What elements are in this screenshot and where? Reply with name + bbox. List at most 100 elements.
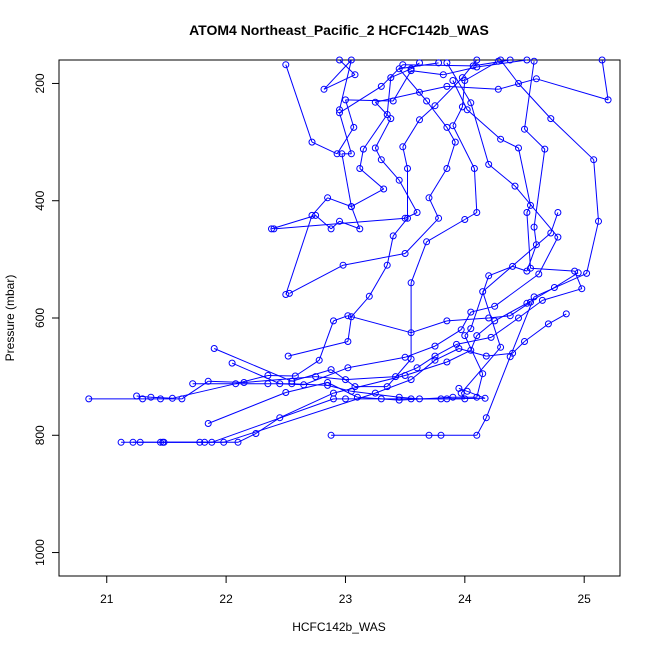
- x-tick-label: 21: [100, 592, 114, 606]
- series-12: [285, 59, 459, 297]
- series-segment: [291, 383, 328, 386]
- data-point: [538, 296, 546, 304]
- series-segment: [285, 64, 313, 143]
- data-point: [449, 77, 457, 84]
- y-axis-label: Pressure (mbar): [3, 275, 17, 362]
- data-point: [523, 209, 531, 216]
- data-point: [458, 103, 466, 111]
- data-point: [425, 431, 433, 439]
- series-segment: [434, 329, 462, 347]
- data-point: [479, 370, 487, 378]
- data-point: [578, 285, 586, 293]
- series-segment: [410, 320, 448, 334]
- series-segment: [323, 59, 352, 90]
- series-segment: [586, 221, 599, 274]
- series-segment: [470, 335, 478, 351]
- data-point: [413, 209, 421, 216]
- series-segment: [426, 219, 466, 243]
- data-point: [523, 56, 531, 64]
- series-segment: [446, 62, 472, 104]
- series-segment: [434, 348, 460, 361]
- series-segment: [318, 320, 334, 361]
- data-point: [276, 414, 284, 422]
- series-segment: [485, 356, 511, 418]
- data-point: [312, 211, 320, 219]
- series-segment: [416, 355, 436, 369]
- series-segment: [419, 85, 448, 93]
- data-point: [485, 160, 493, 168]
- series-segment: [392, 70, 412, 102]
- series-segment: [446, 85, 499, 90]
- data-point: [431, 102, 439, 110]
- series-segment: [482, 291, 502, 348]
- series-segment: [351, 295, 370, 318]
- data-point: [234, 438, 242, 446]
- series-segment: [315, 376, 346, 381]
- series-segment: [345, 376, 396, 381]
- series-segment: [452, 106, 463, 126]
- data-point: [315, 356, 323, 364]
- series-segment: [336, 127, 355, 155]
- series-segment: [512, 265, 528, 272]
- series-segment: [470, 102, 490, 165]
- series-segment: [488, 164, 516, 187]
- data-point: [407, 376, 415, 384]
- series-segment: [223, 392, 376, 443]
- series-segment: [374, 147, 382, 160]
- data-point: [395, 176, 403, 184]
- data-point: [204, 377, 212, 385]
- data-point: [276, 380, 284, 388]
- series-segment: [327, 382, 358, 398]
- data-point: [377, 82, 385, 90]
- data-point: [473, 63, 481, 71]
- series-segment: [601, 59, 609, 100]
- data-point: [395, 393, 403, 401]
- data-point: [383, 111, 391, 118]
- data-point: [470, 165, 478, 172]
- data-point: [485, 272, 493, 280]
- data-point: [270, 225, 278, 233]
- series-segment: [486, 352, 513, 357]
- data-point: [338, 150, 346, 158]
- data-point: [449, 393, 457, 401]
- data-point: [324, 379, 332, 386]
- series-11: [327, 56, 602, 439]
- data-point: [481, 394, 489, 402]
- data-point: [443, 317, 451, 325]
- data-point: [467, 325, 475, 333]
- data-point: [347, 150, 355, 158]
- data-point: [451, 138, 459, 146]
- data-point: [423, 238, 431, 246]
- series-segment: [295, 359, 320, 377]
- data-point: [399, 143, 407, 151]
- data-point: [330, 317, 337, 325]
- data-point: [494, 85, 502, 93]
- series-segment: [524, 323, 549, 342]
- data-point: [147, 393, 155, 401]
- series-segment: [181, 380, 209, 400]
- plot-area: [58, 56, 621, 577]
- series-segment: [476, 320, 496, 336]
- data-point: [521, 338, 528, 345]
- data-point: [416, 116, 423, 124]
- series-segment: [339, 59, 352, 110]
- data-point: [344, 312, 352, 320]
- series-segment: [347, 315, 412, 334]
- x-tick-label: 22: [219, 592, 233, 606]
- data-point: [395, 396, 403, 404]
- x-tick-label: 24: [458, 592, 472, 606]
- data-point: [189, 380, 197, 388]
- data-point: [473, 56, 481, 64]
- data-point: [521, 125, 528, 133]
- series-segment: [288, 341, 349, 357]
- data-point: [439, 71, 447, 79]
- data-point: [416, 88, 423, 96]
- data-point: [312, 373, 320, 381]
- data-point: [308, 138, 316, 146]
- series-segment: [402, 64, 474, 67]
- data-point: [401, 214, 409, 222]
- data-point: [117, 438, 125, 446]
- series-segment: [509, 296, 535, 357]
- data-point: [330, 395, 337, 403]
